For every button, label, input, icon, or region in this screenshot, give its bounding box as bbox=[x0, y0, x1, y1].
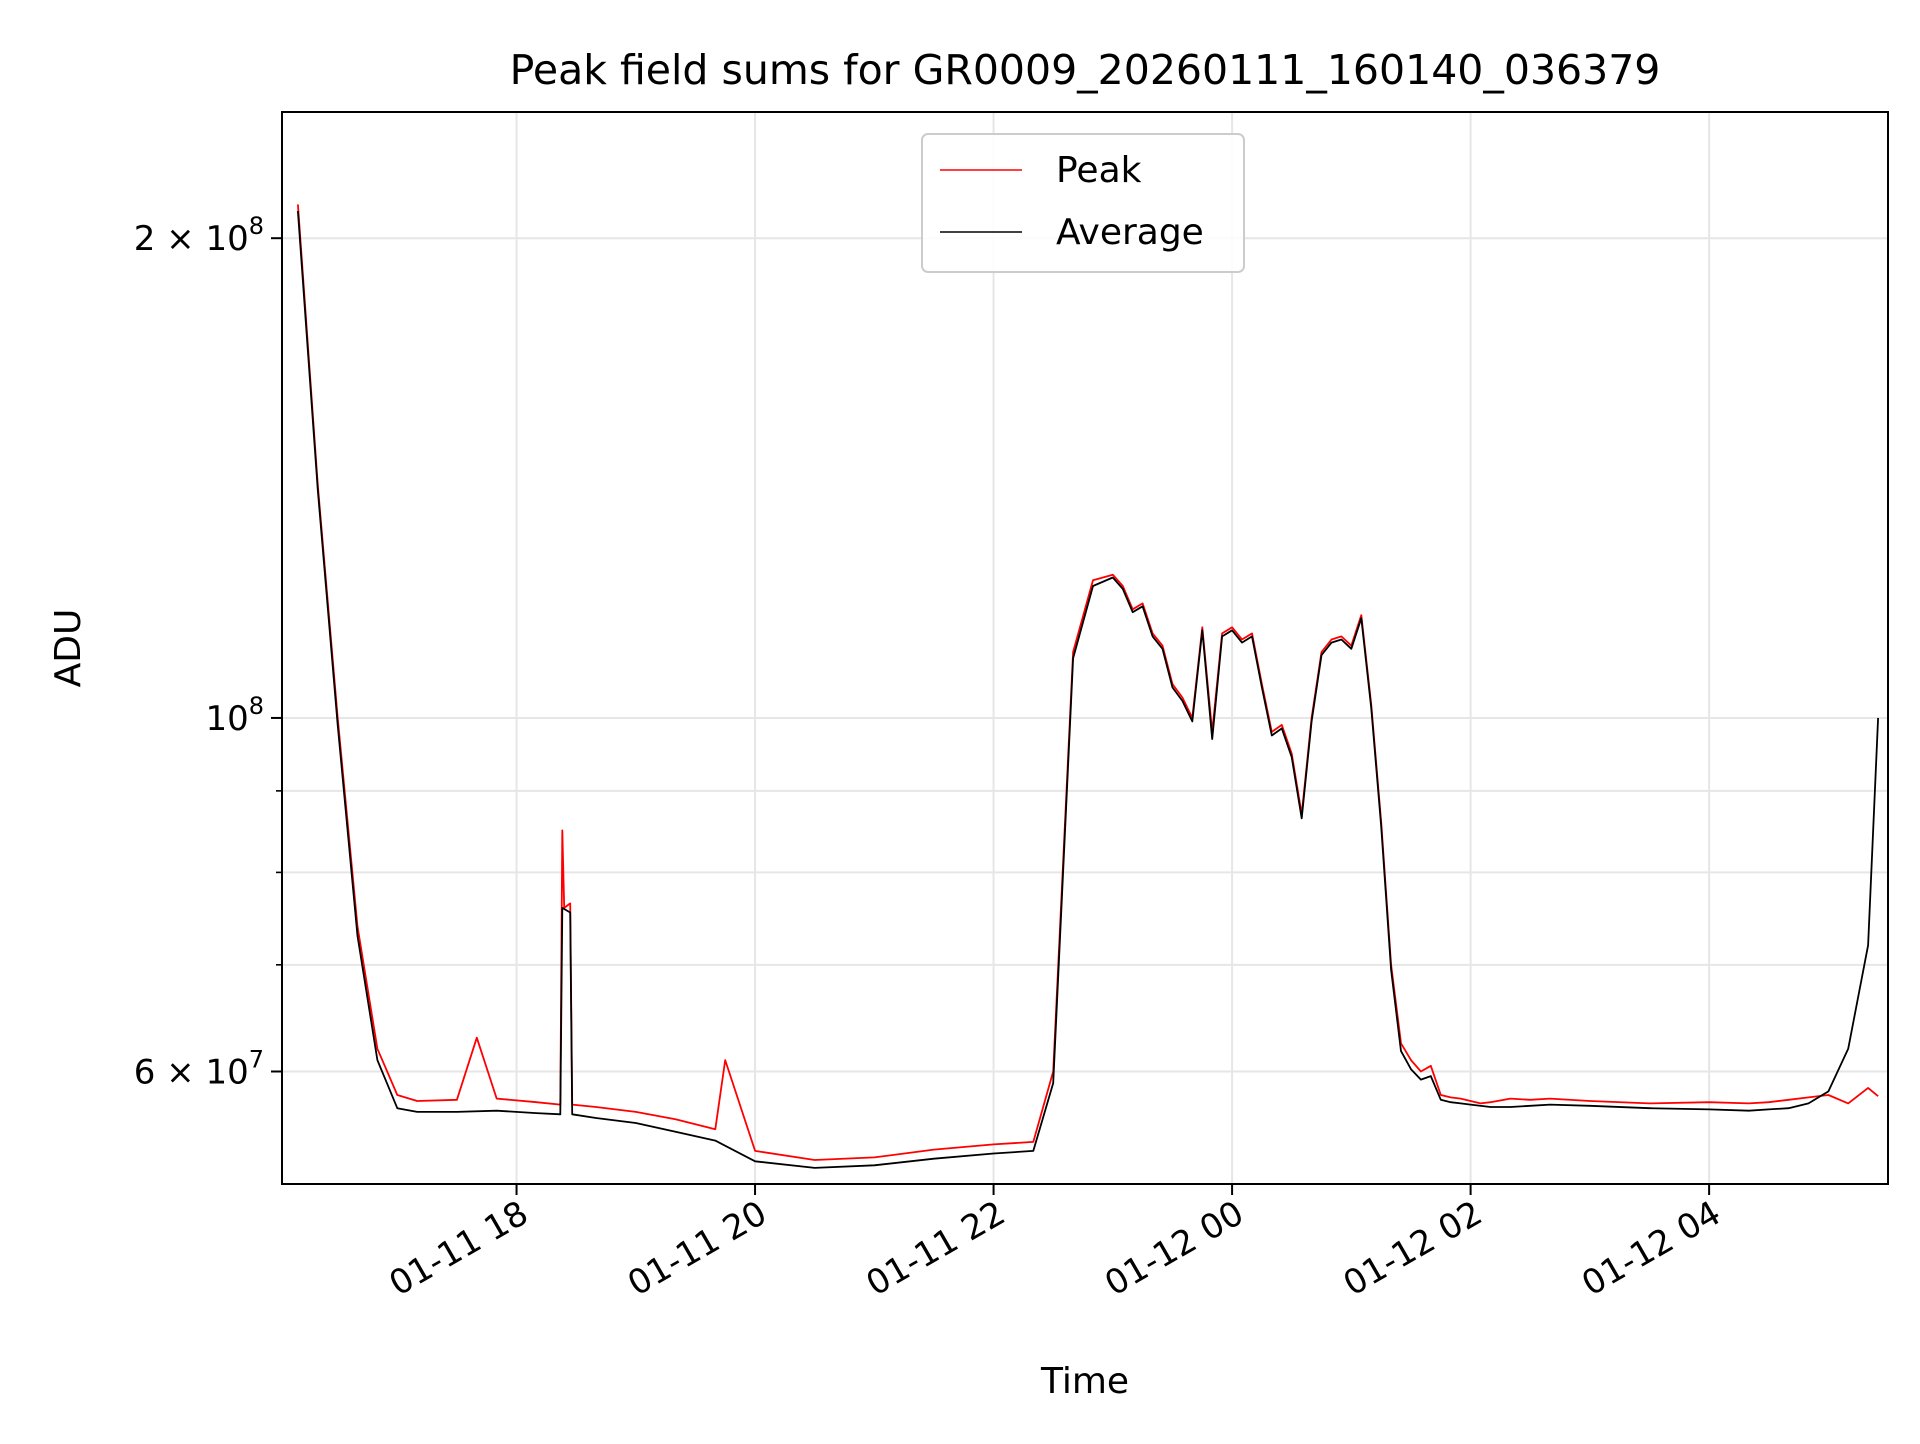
legend-box bbox=[921, 133, 1245, 273]
x-tick-label: 01-11 20 bbox=[621, 1193, 773, 1304]
y-axis-label: ADU bbox=[48, 609, 89, 688]
y-tick-label: 6 × 107 bbox=[134, 1046, 264, 1093]
x-tick-label: 01-12 00 bbox=[1098, 1193, 1250, 1304]
legend-label-peak: Peak bbox=[1056, 150, 1142, 191]
legend: Peak Average bbox=[921, 133, 1245, 273]
y-axis: 6 × 107 108 2 × 108 bbox=[134, 212, 282, 1093]
x-tick-label: 01-11 18 bbox=[383, 1193, 535, 1304]
plot-frame bbox=[281, 111, 1889, 1185]
x-axis-label: Time bbox=[1040, 1361, 1129, 1402]
x-tick-label: 01-12 02 bbox=[1337, 1193, 1489, 1304]
series-line-peak bbox=[297, 204, 1879, 1161]
x-axis: 01-11 18 01-11 20 01-11 22 01-12 00 01-12 02… bbox=[383, 1184, 1728, 1304]
x-tick-label: 01-11 22 bbox=[860, 1193, 1012, 1304]
y-tick-label: 2 × 108 bbox=[134, 212, 264, 259]
x-tick-label: 01-12 04 bbox=[1575, 1193, 1727, 1304]
series-line-average bbox=[297, 210, 1879, 1169]
y-tick-label: 108 bbox=[205, 692, 264, 739]
chart-title: Peak field sums for GR0009_20260111_1601… bbox=[510, 46, 1661, 94]
legend-label-average: Average bbox=[1056, 212, 1204, 253]
series-layer bbox=[297, 204, 1879, 1169]
